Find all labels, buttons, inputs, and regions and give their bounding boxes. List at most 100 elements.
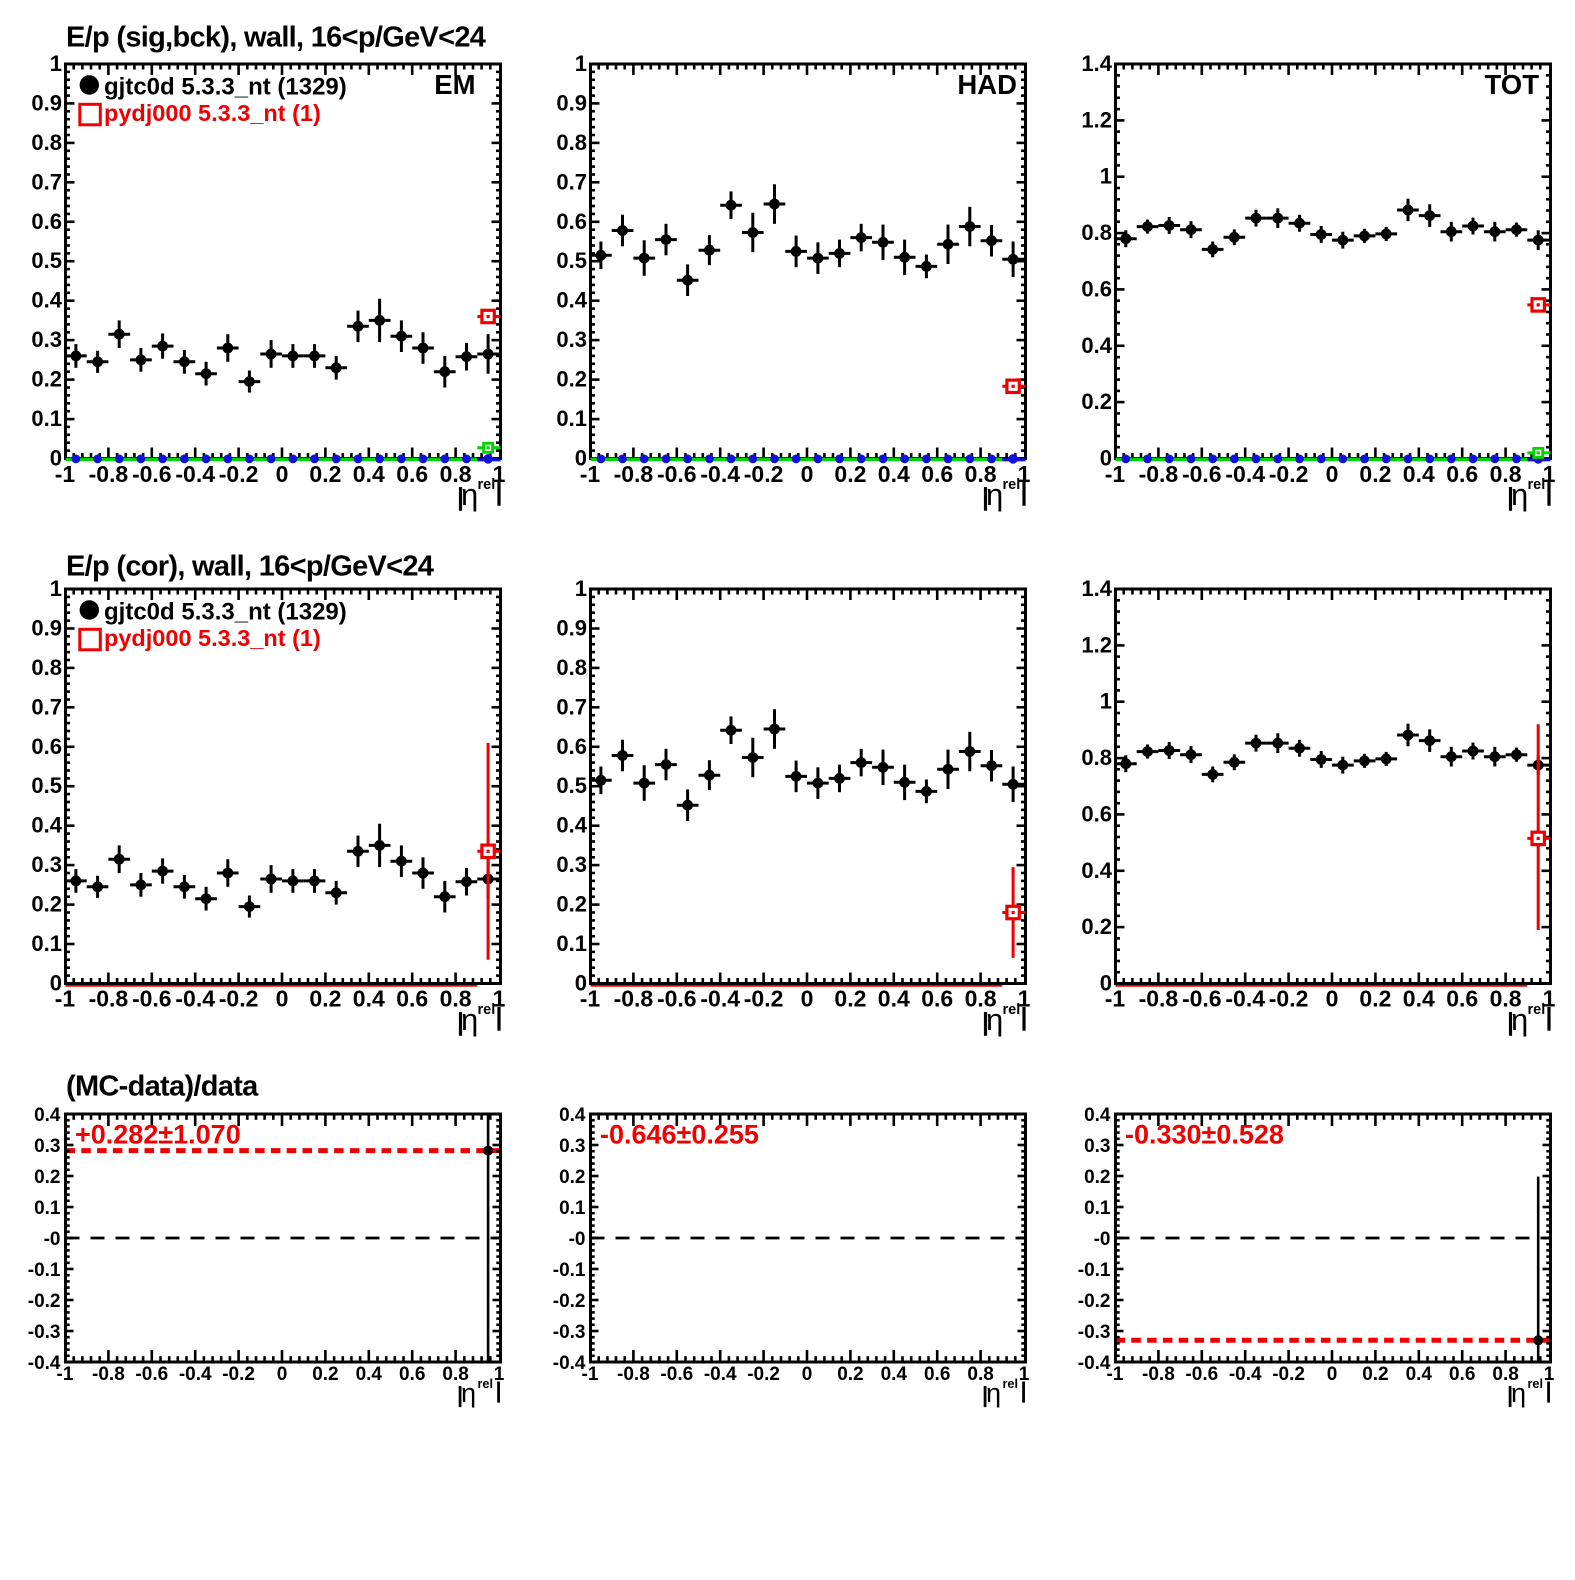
svg-text:-1: -1 bbox=[582, 1364, 599, 1385]
svg-text:0.9: 0.9 bbox=[31, 616, 62, 641]
svg-text:1: 1 bbox=[50, 576, 62, 601]
svg-text:|: | bbox=[982, 483, 989, 511]
svg-text:-0.4: -0.4 bbox=[175, 986, 215, 1012]
svg-text:-0.8: -0.8 bbox=[1139, 986, 1179, 1012]
svg-text:0.7: 0.7 bbox=[556, 169, 587, 194]
svg-text:-0.2: -0.2 bbox=[1269, 986, 1309, 1012]
svg-text:-0.2: -0.2 bbox=[553, 1291, 586, 1312]
svg-text:0.2: 0.2 bbox=[309, 461, 341, 487]
svg-text:0.1: 0.1 bbox=[31, 931, 62, 956]
svg-text:0.5: 0.5 bbox=[31, 248, 62, 273]
svg-text:|: | bbox=[1021, 478, 1028, 506]
svg-text:0.3: 0.3 bbox=[556, 852, 587, 877]
svg-text:-0.8: -0.8 bbox=[617, 1364, 650, 1385]
svg-text:0.8: 0.8 bbox=[965, 986, 997, 1012]
svg-text:0.1: 0.1 bbox=[556, 406, 587, 431]
svg-text:0.6: 0.6 bbox=[396, 986, 428, 1012]
svg-text:-0.2: -0.2 bbox=[222, 1364, 255, 1385]
svg-text:-0.8: -0.8 bbox=[89, 461, 129, 487]
svg-text:-0.8: -0.8 bbox=[614, 461, 654, 487]
svg-text:η: η bbox=[461, 477, 478, 512]
svg-text:1: 1 bbox=[575, 576, 587, 601]
svg-text:1: 1 bbox=[494, 1364, 505, 1385]
svg-text:-0.4: -0.4 bbox=[704, 1364, 737, 1385]
svg-text:-0: -0 bbox=[569, 1229, 586, 1250]
svg-text:0.2: 0.2 bbox=[834, 986, 866, 1012]
svg-text:-0.6: -0.6 bbox=[1182, 986, 1222, 1012]
svg-text:0.8: 0.8 bbox=[442, 1364, 468, 1385]
svg-text:1.2: 1.2 bbox=[1081, 107, 1112, 132]
svg-text:-0.2: -0.2 bbox=[1269, 461, 1309, 487]
svg-text:-1: -1 bbox=[57, 1364, 74, 1385]
svg-text:|: | bbox=[1546, 478, 1553, 506]
svg-text:0: 0 bbox=[802, 1364, 813, 1385]
svg-text:-0.8: -0.8 bbox=[92, 1364, 125, 1385]
svg-text:0.4: 0.4 bbox=[878, 461, 910, 487]
svg-text:rel: rel bbox=[478, 1002, 496, 1018]
svg-text:|: | bbox=[982, 1008, 989, 1036]
svg-text:0.3: 0.3 bbox=[31, 852, 62, 877]
svg-text:η: η bbox=[461, 1002, 478, 1037]
svg-text:|: | bbox=[1546, 1003, 1553, 1031]
svg-text:0.2: 0.2 bbox=[1081, 914, 1112, 939]
svg-text:0: 0 bbox=[1327, 1364, 1338, 1385]
svg-text:0.2: 0.2 bbox=[309, 986, 341, 1012]
svg-text:0.4: 0.4 bbox=[31, 813, 62, 838]
svg-text:η: η bbox=[1511, 477, 1528, 512]
svg-text:-1: -1 bbox=[55, 461, 76, 487]
svg-text:0.4: 0.4 bbox=[556, 813, 587, 838]
svg-text:η: η bbox=[986, 1002, 1003, 1037]
svg-text:-0.4: -0.4 bbox=[700, 461, 740, 487]
svg-text:1: 1 bbox=[493, 986, 506, 1012]
svg-text:-0.2: -0.2 bbox=[747, 1364, 780, 1385]
svg-text:0.4: 0.4 bbox=[356, 1364, 383, 1385]
svg-text:0.4: 0.4 bbox=[1406, 1364, 1433, 1385]
svg-text:-1: -1 bbox=[1105, 986, 1126, 1012]
svg-text:0: 0 bbox=[1326, 986, 1339, 1012]
svg-text:0.8: 0.8 bbox=[440, 986, 472, 1012]
svg-text:-0.4: -0.4 bbox=[175, 461, 215, 487]
svg-text:0.2: 0.2 bbox=[556, 367, 587, 392]
svg-text:|: | bbox=[1507, 483, 1514, 511]
svg-text:-0.8: -0.8 bbox=[89, 986, 129, 1012]
svg-text:|: | bbox=[1546, 1378, 1552, 1403]
svg-text:-0.6: -0.6 bbox=[132, 986, 172, 1012]
svg-text:|: | bbox=[1507, 1382, 1513, 1407]
svg-text:|: | bbox=[982, 1382, 988, 1407]
svg-text:pydj000 5.3.3_nt (1): pydj000 5.3.3_nt (1) bbox=[104, 625, 321, 651]
svg-text:0.4: 0.4 bbox=[1081, 858, 1112, 883]
svg-text:-0.8: -0.8 bbox=[1139, 461, 1179, 487]
svg-text:0.6: 0.6 bbox=[1446, 461, 1478, 487]
svg-text:1.2: 1.2 bbox=[1081, 632, 1112, 657]
svg-text:|: | bbox=[496, 478, 503, 506]
svg-text:rel: rel bbox=[1528, 1002, 1546, 1018]
svg-text:-0: -0 bbox=[1094, 1229, 1111, 1250]
svg-text:0.2: 0.2 bbox=[1359, 986, 1391, 1012]
svg-text:E/p (cor), wall, 16<p/GeV<24: E/p (cor), wall, 16<p/GeV<24 bbox=[66, 551, 434, 583]
svg-text:0.3: 0.3 bbox=[1084, 1136, 1110, 1157]
svg-text:1: 1 bbox=[1543, 461, 1556, 487]
svg-text:0.6: 0.6 bbox=[1081, 801, 1112, 826]
svg-text:rel: rel bbox=[478, 1377, 494, 1391]
svg-text:-0.6: -0.6 bbox=[660, 1364, 693, 1385]
svg-text:-0.3: -0.3 bbox=[1078, 1322, 1111, 1343]
svg-text:0.1: 0.1 bbox=[34, 1198, 61, 1219]
svg-text:1: 1 bbox=[1543, 986, 1556, 1012]
svg-text:-1: -1 bbox=[1105, 461, 1126, 487]
svg-text:0: 0 bbox=[277, 1364, 288, 1385]
svg-text:0.8: 0.8 bbox=[31, 655, 62, 680]
svg-text:0.3: 0.3 bbox=[559, 1136, 585, 1157]
svg-text:0.1: 0.1 bbox=[31, 406, 62, 431]
svg-text:HAD: HAD bbox=[957, 69, 1017, 100]
svg-text:-0.3: -0.3 bbox=[28, 1322, 61, 1343]
svg-text:TOT: TOT bbox=[1485, 69, 1540, 100]
svg-text:EM: EM bbox=[434, 69, 475, 100]
svg-text:0.4: 0.4 bbox=[1403, 986, 1435, 1012]
svg-text:0.6: 0.6 bbox=[924, 1364, 950, 1385]
svg-text:0: 0 bbox=[801, 461, 814, 487]
svg-text:0.3: 0.3 bbox=[556, 327, 587, 352]
svg-text:0.8: 0.8 bbox=[1492, 1364, 1518, 1385]
svg-text:0.6: 0.6 bbox=[1446, 986, 1478, 1012]
svg-text:0: 0 bbox=[276, 461, 289, 487]
svg-text:0.1: 0.1 bbox=[559, 1198, 586, 1219]
